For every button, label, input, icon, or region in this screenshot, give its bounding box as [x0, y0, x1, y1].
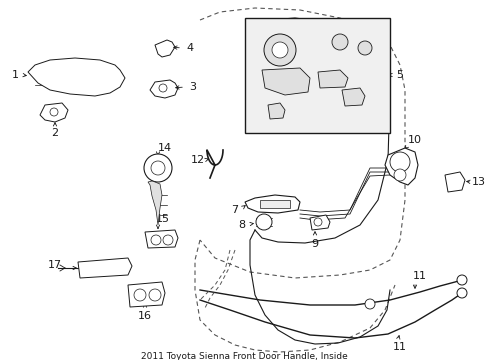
Text: 8: 8: [238, 220, 245, 230]
Polygon shape: [341, 88, 364, 106]
Circle shape: [264, 34, 295, 66]
Polygon shape: [309, 215, 329, 230]
Text: 15: 15: [156, 214, 170, 224]
Polygon shape: [244, 195, 299, 213]
Polygon shape: [128, 282, 164, 307]
Text: 4: 4: [186, 43, 193, 53]
Text: 11: 11: [412, 271, 426, 281]
Circle shape: [159, 84, 167, 92]
Text: 9: 9: [311, 239, 318, 249]
FancyBboxPatch shape: [244, 18, 389, 133]
Text: 7: 7: [231, 205, 238, 215]
Polygon shape: [384, 148, 417, 185]
Circle shape: [456, 275, 466, 285]
Circle shape: [456, 288, 466, 298]
Circle shape: [256, 214, 271, 230]
Circle shape: [143, 154, 172, 182]
Circle shape: [50, 108, 58, 116]
Polygon shape: [148, 181, 162, 225]
Polygon shape: [262, 68, 309, 95]
Text: 16: 16: [138, 311, 152, 321]
Polygon shape: [145, 230, 178, 248]
Polygon shape: [267, 103, 285, 119]
FancyBboxPatch shape: [260, 200, 289, 208]
Polygon shape: [78, 258, 132, 278]
Text: 10: 10: [407, 135, 421, 145]
Polygon shape: [317, 70, 347, 88]
Circle shape: [163, 235, 173, 245]
Text: 1: 1: [12, 70, 19, 80]
Circle shape: [313, 218, 321, 226]
Polygon shape: [444, 172, 464, 192]
Text: 14: 14: [158, 143, 172, 153]
Text: 2: 2: [51, 128, 59, 138]
Text: 12: 12: [190, 155, 204, 165]
Text: 13: 13: [471, 177, 485, 187]
Text: 5: 5: [396, 70, 403, 80]
Circle shape: [393, 169, 405, 181]
Circle shape: [271, 42, 287, 58]
Polygon shape: [40, 103, 68, 122]
Circle shape: [151, 235, 161, 245]
Circle shape: [134, 289, 146, 301]
Polygon shape: [150, 80, 178, 98]
Text: 11: 11: [392, 342, 406, 352]
Circle shape: [357, 41, 371, 55]
Circle shape: [389, 152, 409, 172]
Text: 2011 Toyota Sienna Front Door Handle, Inside
Diagram for 69206-08010-B0: 2011 Toyota Sienna Front Door Handle, In…: [141, 352, 346, 360]
Text: 3: 3: [189, 82, 196, 92]
Circle shape: [331, 34, 347, 50]
Text: 6: 6: [274, 123, 281, 133]
Circle shape: [151, 161, 164, 175]
Text: 17: 17: [48, 260, 62, 270]
Polygon shape: [28, 58, 125, 96]
Polygon shape: [155, 40, 175, 57]
Circle shape: [364, 299, 374, 309]
Circle shape: [149, 289, 161, 301]
